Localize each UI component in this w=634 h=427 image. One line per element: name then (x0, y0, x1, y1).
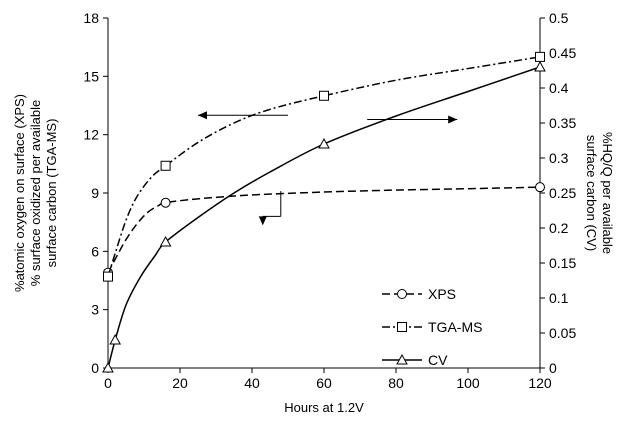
legend-label: CV (428, 352, 448, 368)
series-xps (103, 182, 545, 278)
x-ticks: 0 20 40 60 80 100 120 (104, 368, 552, 391)
annotation-arrow (198, 111, 288, 120)
series-line-cv (107, 66, 541, 369)
y-left-tick-label: 6 (91, 243, 99, 259)
marker-triangle (534, 60, 546, 72)
series-layer (102, 51, 546, 373)
y-left-tick-label: 3 (91, 302, 99, 318)
legend: XPS TGA-MS CV (382, 286, 482, 368)
y-left-label-line: surface carbon (TGA-MS) (44, 119, 59, 268)
y-left-tick-label: 0 (91, 360, 99, 376)
marker-circle (397, 289, 407, 299)
series-line-tga-ms (107, 56, 541, 277)
annotation-layer (198, 111, 458, 226)
y-right-tick-label: 0.25 (549, 185, 576, 201)
marker-triangle (396, 353, 408, 365)
legend-item-cv: CV (382, 352, 448, 368)
marker-square (319, 90, 329, 101)
y-right-tick-label: 0.45 (549, 45, 576, 61)
arrow-head (448, 115, 458, 124)
y-left-label-line: %atomic oxygen on surface (XPS) (12, 94, 27, 292)
y-left-tick-label: 12 (83, 127, 99, 143)
x-tick-label: 120 (528, 375, 552, 391)
marker-triangle (109, 333, 122, 345)
arrow-head (258, 216, 267, 226)
series-tga-ms (103, 51, 545, 282)
y-left-label-line: % surface oxidized per available (28, 100, 43, 286)
marker-square (160, 160, 171, 171)
series-cv (102, 60, 546, 373)
y-right-tick-label: 0.35 (549, 115, 576, 131)
x-tick-label: 100 (456, 375, 480, 391)
arrow-head (198, 111, 207, 120)
annotation-arrow (367, 115, 458, 124)
y-right-ticks: 0 0.05 0.1 0.15 0.2 0.25 0.3 0.35 0.4 0.45 0.5 (540, 10, 576, 376)
y-right-tick-label: 0.1 (549, 290, 569, 306)
x-axis-label: Hours at 1.2V (284, 400, 364, 415)
legend-item-tga-ms: TGA-MS (382, 319, 482, 335)
marker-triangle (102, 361, 114, 373)
x-tick-label: 60 (316, 375, 332, 391)
plot-frame (107, 18, 541, 369)
y-left-tick-label: 15 (83, 68, 99, 84)
x-tick-label: 40 (244, 375, 260, 391)
y-right-tick-label: 0.2 (549, 220, 569, 236)
series-line-xps (107, 186, 541, 274)
y-right-tick-label: 0.3 (549, 150, 569, 166)
legend-item-xps: XPS (382, 286, 456, 302)
y-right-label-line: surface carbon (CV) (584, 135, 599, 251)
marker-square (397, 322, 407, 332)
y-right-tick-label: 0.15 (549, 255, 576, 271)
marker-triangle (159, 235, 172, 247)
y-left-tick-label: 18 (83, 10, 99, 26)
marker-triangle (318, 137, 330, 149)
marker-circle (160, 197, 171, 208)
marker-square (535, 51, 545, 62)
x-tick-label: 20 (172, 375, 188, 391)
marker-circle (535, 182, 545, 193)
y-right-tick-label: 0.05 (549, 325, 576, 341)
y-right-tick-label: 0.4 (549, 80, 569, 96)
y-right-tick-label: 0 (549, 360, 557, 376)
y-left-axis-label: %atomic oxygen on surface (XPS) % surfac… (12, 94, 59, 292)
x-tick-label: 0 (104, 375, 112, 391)
y-left-tick-label: 9 (91, 185, 99, 201)
legend-label: TGA-MS (428, 319, 482, 335)
y-right-tick-label: 0.5 (549, 10, 569, 26)
y-right-label-line: %HQ/Q per available (600, 132, 615, 254)
annotation-arrow (258, 191, 282, 226)
y-right-axis-label: %HQ/Q per available surface carbon (CV) (584, 132, 615, 254)
marker-square (103, 271, 113, 282)
legend-label: XPS (428, 286, 456, 302)
x-tick-label: 80 (388, 375, 404, 391)
y-left-ticks: 0 3 6 9 12 15 18 (83, 10, 108, 376)
